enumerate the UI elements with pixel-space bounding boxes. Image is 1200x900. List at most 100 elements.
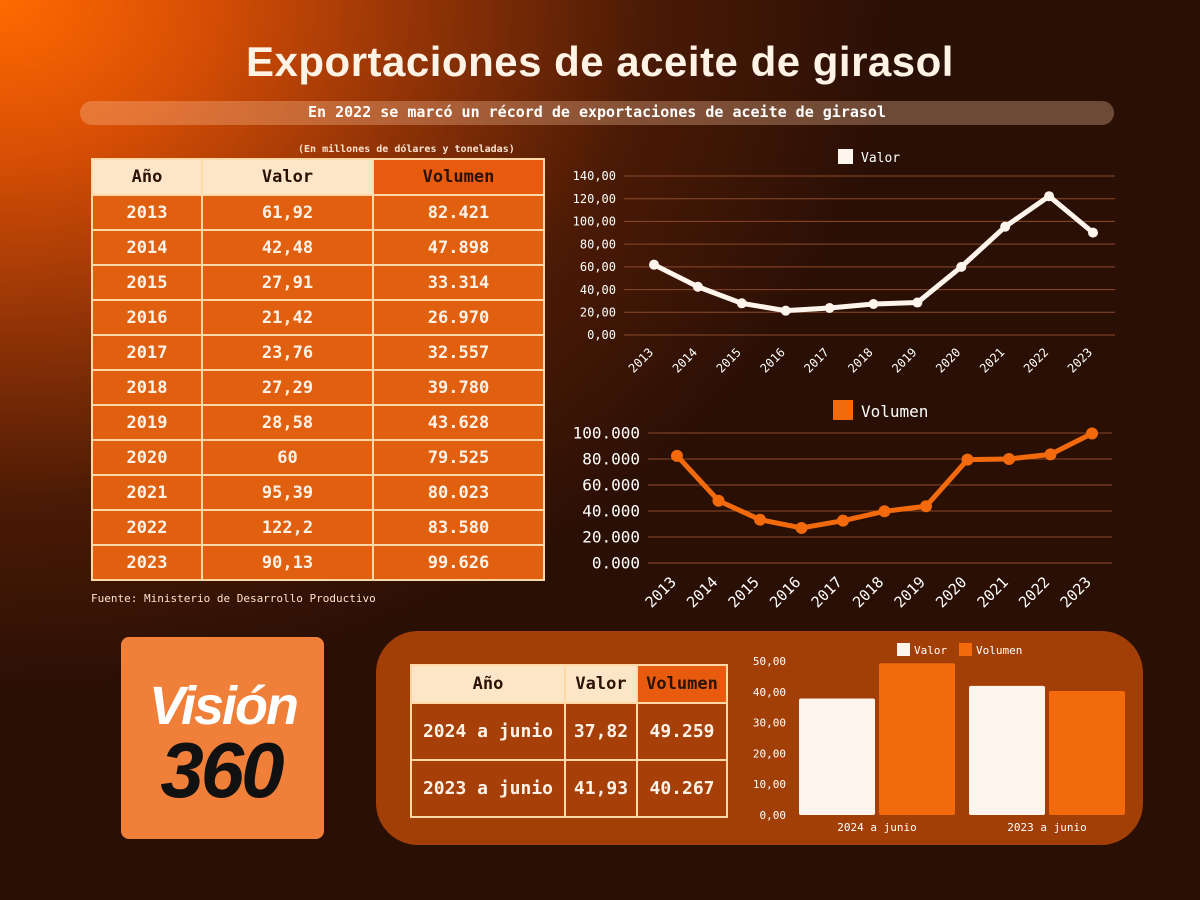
volume-cell: 47.898	[372, 229, 545, 266]
volume-cell: 26.970	[372, 299, 545, 336]
y-tick-label: 50,00	[753, 655, 786, 668]
x-tick-label: 2018	[849, 573, 887, 611]
bar-volumen	[1049, 690, 1125, 815]
data-point	[1044, 448, 1057, 461]
year-cell: 2021	[91, 474, 203, 511]
volume-cell: 82.421	[372, 194, 545, 231]
x-tick-label: 2022	[1021, 345, 1051, 375]
header-volume: Volumen	[372, 158, 545, 196]
legend-swatch	[833, 400, 853, 420]
value-cell: 21,42	[201, 299, 374, 336]
vision360-logo: Visión 360	[121, 637, 324, 839]
mini-header-volume: Volumen	[636, 664, 728, 704]
value-cell: 90,13	[201, 544, 374, 581]
x-tick-label: 2014	[670, 345, 700, 375]
x-tick-label: 2022	[1015, 573, 1053, 611]
table-row: 2022 122,2 83.580	[91, 509, 545, 546]
data-point	[868, 299, 879, 310]
y-tick-label: 30,00	[753, 717, 786, 730]
y-tick-label: 40.000	[582, 502, 640, 521]
legend-swatch	[838, 149, 853, 164]
value-cell: 28,58	[201, 404, 374, 441]
volume-cell: 33.314	[372, 264, 545, 301]
mid-year-bar-chart: 50,00 40,00 30,00 20,00 10,00 0,00 2024 a juni…	[753, 643, 1125, 834]
y-tick-label: 100.000	[573, 424, 640, 443]
x-tick-label: 2013	[626, 345, 656, 375]
data-point	[961, 453, 974, 466]
y-tick-label: 0.000	[592, 554, 640, 573]
subtitle: En 2022 se marcó un récord de exportacio…	[308, 103, 886, 121]
value-cell: 60	[201, 439, 374, 476]
subtitle-banner	[80, 101, 1114, 125]
table-row: 2018 27,29 39.780	[91, 369, 545, 406]
x-tick-label: 2021	[974, 573, 1012, 611]
volume-cell: 32.557	[372, 334, 545, 371]
table-header-row: Año Valor Volumen	[91, 158, 545, 196]
y-tick-label: 120,00	[573, 192, 616, 206]
legend-label: Volumen	[861, 402, 928, 421]
volume-cell: 40.267	[636, 759, 728, 818]
year-cell: 2016	[91, 299, 203, 336]
value-cell: 37,82	[564, 702, 638, 761]
exports-table: Año Valor Volumen 2013 61,92 82.421 2014 42,…	[91, 158, 545, 581]
x-tick-label: 2017	[808, 573, 846, 611]
x-tick-label: 2015	[725, 573, 763, 611]
table-row: 2015 27,91 33.314	[91, 264, 545, 301]
source-note: Fuente: Ministerio de Desarrollo Product…	[91, 592, 376, 605]
value-cell: 41,93	[564, 759, 638, 818]
table-row: 2021 95,39 80.023	[91, 474, 545, 511]
table-row: 2023 90,13 99.626	[91, 544, 545, 581]
data-point	[712, 494, 725, 507]
x-tick-label: 2017	[801, 345, 831, 375]
y-tick-label: 20,00	[580, 305, 616, 319]
y-tick-label: 10,00	[753, 778, 786, 791]
logo-text-bottom: 360	[160, 726, 284, 814]
legend-label: Valor	[861, 151, 900, 166]
x-tick-label: 2014	[683, 573, 721, 611]
table-row: 2024 a junio 37,82 49.259	[410, 702, 728, 761]
mini-header-year: Año	[410, 664, 566, 704]
mini-header-value: Valor	[564, 664, 638, 704]
valor-line-chart: 140,00 120,00 100,00 80,00 60,00 40,00 20,00 0,…	[573, 149, 1115, 376]
x-tick-label: 2023 a junio	[1007, 821, 1086, 834]
data-point	[692, 281, 703, 292]
table-row: 2013 61,92 82.421	[91, 194, 545, 231]
legend-label: Valor	[914, 644, 947, 657]
x-tick-label: 2016	[757, 345, 787, 375]
mini-table-header-row: Año Valor Volumen	[410, 664, 728, 704]
y-tick-label: 40,00	[753, 686, 786, 699]
y-tick-label: 20,00	[753, 747, 786, 760]
data-point	[920, 500, 932, 513]
volume-cell: 43.628	[372, 404, 545, 441]
x-tick-label: 2019	[889, 345, 919, 375]
value-cell: 23,76	[201, 334, 374, 371]
table-row: 2016 21,42 26.970	[91, 299, 545, 336]
table-row: 2023 a junio 41,93 40.267	[410, 759, 728, 818]
x-tick-label: 2023	[1057, 573, 1095, 611]
mini-table-body: 2024 a junio 37,82 49.259 2023 a junio 41,93…	[410, 702, 728, 818]
y-tick-label: 0,00	[587, 328, 616, 342]
y-tick-label: 0,00	[760, 809, 787, 822]
data-point	[1086, 427, 1098, 440]
x-tick-label: 2023	[1065, 345, 1095, 375]
logo-text-top: Visión	[148, 676, 299, 736]
table-row: 2020 60 79.525	[91, 439, 545, 476]
year-cell: 2023	[91, 544, 203, 581]
value-cell: 61,92	[201, 194, 374, 231]
year-cell: 2013	[91, 194, 203, 231]
x-tick-label: 2024 a junio	[837, 821, 916, 834]
data-point	[795, 521, 808, 534]
y-tick-label: 20.000	[582, 528, 640, 547]
data-point	[956, 261, 967, 272]
data-point	[754, 513, 766, 526]
value-cell: 95,39	[201, 474, 374, 511]
data-point	[912, 297, 923, 308]
value-cell: 42,48	[201, 229, 374, 266]
y-tick-label: 80.000	[582, 450, 640, 469]
page-title: Exportaciones de aceite de girasol	[246, 38, 954, 85]
data-point	[1088, 227, 1098, 238]
year-cell: 2014	[91, 229, 203, 266]
x-tick-label: 2018	[845, 345, 875, 375]
y-tick-label: 60,00	[580, 260, 616, 274]
year-cell: 2018	[91, 369, 203, 406]
